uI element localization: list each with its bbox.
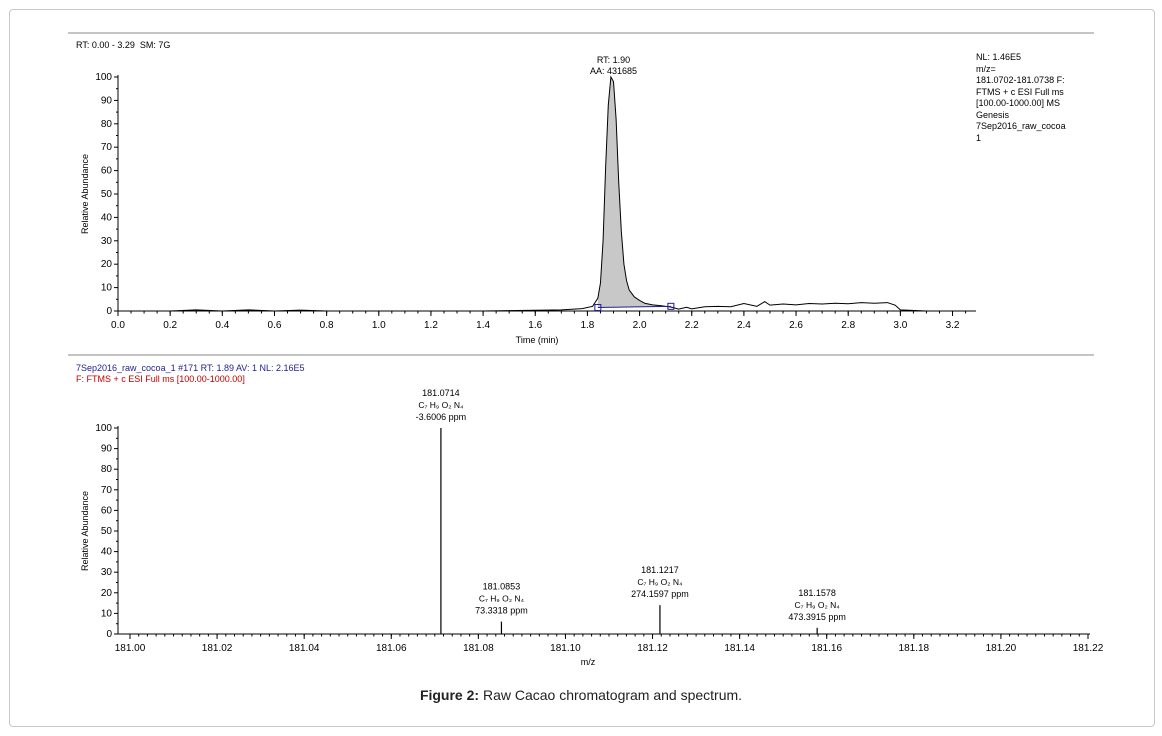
mz-label: m/z= xyxy=(976,63,996,74)
y-tick-label: 30 xyxy=(101,567,113,578)
x-tick-label: 181.20 xyxy=(986,643,1017,654)
spectrum-scan-filter: F: FTMS + c ESI Full ms [100.00-1000.00] xyxy=(76,374,245,384)
figure-frame xyxy=(9,9,1155,727)
x-tick-label: 1.2 xyxy=(424,320,438,331)
y-axis-label: Relative Abundance xyxy=(80,154,90,234)
x-tick-label: 0.6 xyxy=(268,320,282,331)
x-tick-label: 2.2 xyxy=(685,320,699,331)
y-tick-label: 30 xyxy=(101,236,113,247)
y-tick-label: 40 xyxy=(101,212,113,223)
x-tick-label: 181.02 xyxy=(202,643,233,654)
y-tick-label: 20 xyxy=(101,259,113,270)
x-tick-label: 3.2 xyxy=(946,320,960,331)
peak-formula-label: C₇ H₉ O₂ N₄ xyxy=(637,577,683,587)
chromatogram-trace xyxy=(118,75,976,312)
peak-area-label: AA: 431685 xyxy=(590,66,637,76)
integrated-peak-area xyxy=(597,77,671,308)
y-tick-label: 80 xyxy=(101,464,113,475)
x-tick-label: 2.6 xyxy=(789,320,803,331)
x-tick-label: 181.12 xyxy=(637,643,668,654)
scan-range: [100.00-1000.00] MS xyxy=(976,98,1061,108)
x-tick-label: 181.06 xyxy=(376,643,407,654)
x-axis-label: Time (min) xyxy=(516,335,559,345)
y-tick-label: 50 xyxy=(101,526,113,537)
rt-range-label: RT: 0.00 - 3.29 xyxy=(76,40,135,50)
figure-caption: Figure 2: Raw Cacao chromatogram and spe… xyxy=(0,687,1162,703)
baseline-end-marker xyxy=(667,302,675,310)
spectrum-header: 7Sep2016_raw_cocoa_1 #171 RT: 1.89 AV: 1… xyxy=(76,363,305,385)
peak-mz-label: 181.0714 xyxy=(422,388,460,398)
x-tick-label: 0.2 xyxy=(163,320,177,331)
spectrum-plot: 0 10 20 30 40 50 60 70 80 90 100 181.00 181.02 181.04… xyxy=(80,388,1104,667)
peak-mz-label: 181.0853 xyxy=(483,582,521,592)
x-tick-label: 2.4 xyxy=(737,320,751,331)
x-tick-label: 181.08 xyxy=(463,643,494,654)
sm-label: SM: 7G xyxy=(139,40,171,50)
y-tick-label: 70 xyxy=(101,142,113,153)
caption-label: Figure 2: xyxy=(419,687,480,703)
x-tick-label: 181.22 xyxy=(1073,643,1104,654)
peak-ppm-label: 473.3915 ppm xyxy=(788,612,846,622)
x-axis-label: m/z xyxy=(581,657,596,667)
peak-formula-label: C₇ H₉ O₂ N₄ xyxy=(795,600,841,610)
peak-ppm-label: 274.1597 ppm xyxy=(631,589,689,599)
x-tick-label: 3.0 xyxy=(893,320,907,331)
y-tick-label: 10 xyxy=(101,283,113,294)
y-tick-label: 70 xyxy=(101,485,113,496)
y-tick-label: 10 xyxy=(101,608,113,619)
integration-baseline xyxy=(597,305,671,308)
y-axis-label: Relative Abundance xyxy=(80,491,90,571)
x-tick-label: 0.0 xyxy=(111,320,125,331)
x-tick-label: 181.04 xyxy=(289,643,320,654)
x-tick-label: 1.0 xyxy=(372,320,386,331)
y-tick-label: 20 xyxy=(101,588,113,599)
x-tick-label: 181.16 xyxy=(811,643,842,654)
peak-ppm-label: -3.6006 ppm xyxy=(416,412,467,422)
peak-formula-label: C₇ H₉ O₂ N₄ xyxy=(479,594,525,604)
x-tick-label: 1.4 xyxy=(476,320,490,331)
x-tick-label: 181.18 xyxy=(899,643,930,654)
y-tick-label: 60 xyxy=(101,166,113,177)
y-tick-label: 90 xyxy=(101,95,113,106)
x-tick-label: 181.00 xyxy=(115,643,146,654)
x-tick-label: 181.14 xyxy=(724,643,755,654)
mz-range: 181.0702-181.0738 F: xyxy=(976,75,1065,85)
x-tick-label: 2.0 xyxy=(633,320,647,331)
peak-formula-label: C₇ H₉ O₂ N₄ xyxy=(418,400,464,410)
chromatogram-header: RT: 0.00 - 3.29 SM: 7G xyxy=(76,40,170,51)
x-tick-label: 0.8 xyxy=(320,320,334,331)
genesis-label: Genesis xyxy=(976,109,1010,120)
file-name: 7Sep2016_raw_cocoa xyxy=(976,121,1066,131)
scan-filter: FTMS + c ESI Full ms xyxy=(976,86,1064,97)
peak-ppm-label: 73.3318 ppm xyxy=(475,606,528,616)
y-tick-label: 80 xyxy=(101,119,113,130)
y-tick-label: 50 xyxy=(101,189,113,200)
y-tick-label: 100 xyxy=(95,423,112,434)
y-tick-label: 90 xyxy=(101,444,113,455)
x-tick-label: 1.6 xyxy=(528,320,542,331)
y-tick-label: 0 xyxy=(106,629,112,640)
chromatogram-info-box: NL: 1.46E5 m/z= 181.0702-181.0738 F: FTM… xyxy=(976,52,1094,144)
peak-rt-label: RT: 1.90 xyxy=(597,55,630,65)
y-tick-label: 100 xyxy=(95,72,112,83)
x-tick-label: 1.8 xyxy=(580,320,594,331)
chromatogram-plot: 0 10 20 30 40 50 60 70 80 90 100 0.0 0.2 0.4 0.6 0.8 1.0… xyxy=(80,55,976,345)
baseline-start-marker xyxy=(594,303,602,311)
y-tick-label: 60 xyxy=(101,505,113,516)
file-number: 1 xyxy=(976,132,982,143)
nl-value: NL: 1.46E5 xyxy=(976,52,1022,62)
spectrum-scan-info: 7Sep2016_raw_cocoa_1 #171 RT: 1.89 AV: 1… xyxy=(76,363,305,373)
y-tick-label: 0 xyxy=(106,306,112,317)
x-tick-label: 181.10 xyxy=(550,643,581,654)
peak-mz-label: 181.1578 xyxy=(798,588,836,598)
peak-mz-label: 181.1217 xyxy=(641,565,679,575)
x-tick-label: 2.8 xyxy=(841,320,855,331)
x-tick-label: 0.4 xyxy=(215,320,229,331)
y-tick-label: 40 xyxy=(101,547,113,558)
caption-text: Raw Cacao chromatogram and spectrum. xyxy=(479,687,743,703)
